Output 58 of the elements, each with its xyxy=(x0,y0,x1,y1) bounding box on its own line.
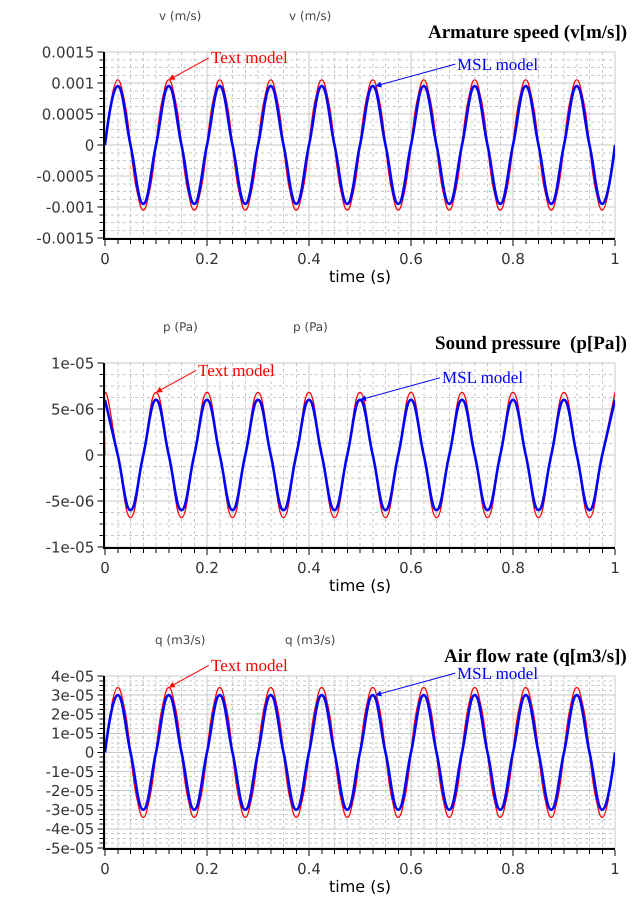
annotation: MSL model xyxy=(457,55,538,74)
x-tick-label: 0.2 xyxy=(195,558,219,577)
y-tick-label: 1e-05 xyxy=(50,724,94,743)
x-axis-title: time (s) xyxy=(328,876,392,896)
y-tick-label: -2e-05 xyxy=(46,782,94,800)
y-tick-label: -0.0015 xyxy=(36,229,94,248)
y-tick-label: -3e-05 xyxy=(46,801,94,820)
y-tick-label: 0 xyxy=(84,744,94,762)
annotation: MSL model xyxy=(442,368,524,387)
chart-title: Armature speed (v[m/s]) xyxy=(428,22,628,43)
annotation: Text model xyxy=(198,361,275,380)
x-tick-label: 0.6 xyxy=(399,860,423,878)
x-tick-label: 0.2 xyxy=(195,860,219,878)
x-tick-label: 1 xyxy=(610,558,620,577)
y-tick-label: 0.001 xyxy=(51,74,94,92)
y-tick-label: 1e-05 xyxy=(50,354,94,372)
x-axis-title: time (s) xyxy=(328,576,392,595)
x-tick-label: 1 xyxy=(610,250,620,268)
y-tick-label: -0.001 xyxy=(46,198,94,216)
y-tick-label: 2e-05 xyxy=(50,705,94,724)
text: p (Pa) xyxy=(293,320,328,334)
text: q (m3/s) xyxy=(155,633,206,647)
x-tick-label: 0.8 xyxy=(501,860,525,878)
x-tick-label: 0.8 xyxy=(501,558,525,577)
y-tick-label: -1e-05 xyxy=(46,538,94,556)
x-tick-label: 0 xyxy=(100,860,110,878)
annotation: Text model xyxy=(211,656,288,675)
x-tick-label: 0.4 xyxy=(297,250,321,268)
y-tick-label: -4e-05 xyxy=(46,820,94,838)
x-tick-label: 0.2 xyxy=(195,250,219,268)
y-tick-label: 4e-05 xyxy=(50,667,94,686)
y-tick-label: -5e-05 xyxy=(46,839,94,858)
annotation: Text model xyxy=(211,48,288,67)
x-tick-label: 0 xyxy=(100,558,110,577)
text: v (m/s) xyxy=(289,9,332,23)
y-tick-label: -0.0005 xyxy=(36,167,94,186)
y-tick-label: 5e-06 xyxy=(50,400,94,418)
chart-title: Air flow rate (q[m3/s]) xyxy=(444,646,627,667)
x-tick-label: 1 xyxy=(610,860,620,878)
x-tick-label: 0.6 xyxy=(399,558,423,577)
chart-title: Sound pressure (p[Pa]) xyxy=(435,333,627,354)
y-tick-label: -5e-06 xyxy=(46,492,94,510)
x-tick-label: 0.8 xyxy=(501,250,525,268)
y-tick-label: 0 xyxy=(84,136,94,154)
y-tick-label: 3e-05 xyxy=(50,686,94,704)
annotation: MSL model xyxy=(457,664,538,683)
y-tick-label: 0.0015 xyxy=(42,43,94,62)
text: q (m3/s) xyxy=(285,633,336,647)
x-tick-label: 0.6 xyxy=(399,250,423,268)
text: p (Pa) xyxy=(163,320,198,334)
x-tick-label: 0.4 xyxy=(297,860,321,878)
y-tick-label: -1e-05 xyxy=(46,762,94,781)
x-tick-label: 0 xyxy=(100,250,110,268)
x-tick-label: 0.4 xyxy=(297,558,321,577)
x-axis-title: time (s) xyxy=(328,266,392,286)
y-tick-label: 0 xyxy=(84,446,94,464)
text: v (m/s) xyxy=(159,9,202,23)
y-tick-label: 0.0005 xyxy=(42,105,94,124)
